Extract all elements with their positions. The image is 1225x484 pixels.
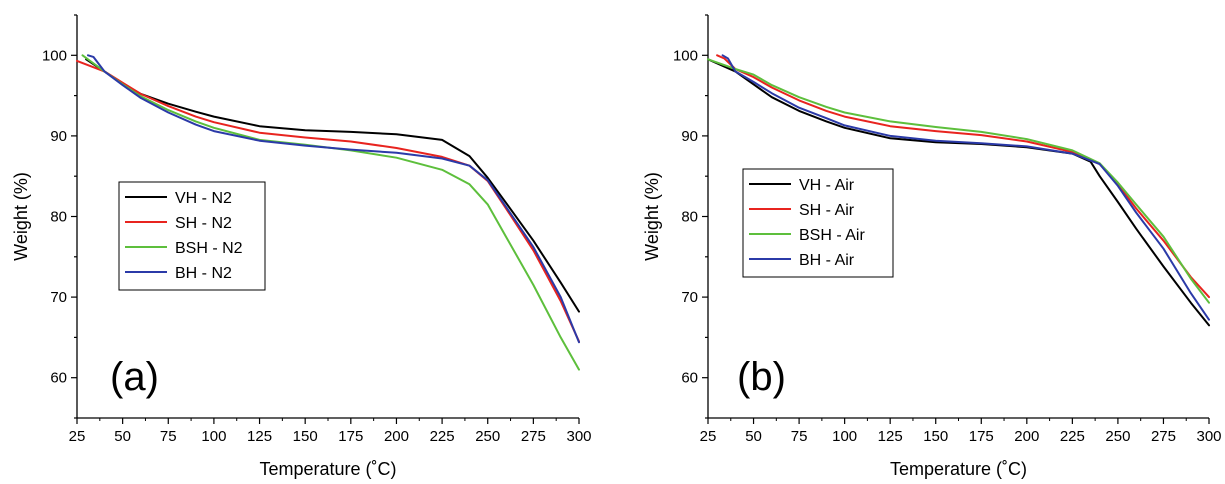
legend-label: BH - Air xyxy=(799,252,855,269)
panel-label: (a) xyxy=(110,355,159,399)
x-tick-label: 200 xyxy=(384,428,409,445)
x-tick-label: 250 xyxy=(1105,428,1130,445)
y-tick-label: 70 xyxy=(50,289,67,306)
legend-label: SH - Air xyxy=(799,202,855,219)
legend: VH - N2 SH - N2 BSH - N2 BH - N2 xyxy=(118,181,266,291)
panel-b: 25 50 75 100 125 150 175 200 225 250 275 300 60 70 80 9… xyxy=(642,14,1222,479)
y-axis-title: Weight (%) xyxy=(642,172,662,261)
x-tick-label: 50 xyxy=(114,428,131,445)
series-line-2 xyxy=(76,59,580,343)
y-tick-label: 60 xyxy=(681,370,698,387)
legend-label: VH - N2 xyxy=(175,190,232,207)
x-tick-label: 100 xyxy=(832,428,857,445)
legend-label: BH - N2 xyxy=(175,265,232,282)
panel-label: (b) xyxy=(737,355,786,399)
y-tick-label: 80 xyxy=(50,209,67,226)
x-tick-label: 125 xyxy=(247,428,272,445)
x-tick-label: 275 xyxy=(521,428,546,445)
x-tick-label: 300 xyxy=(1196,428,1221,445)
legend-label: VH - Air xyxy=(799,177,855,194)
x-tick-label: 175 xyxy=(969,428,994,445)
x-tick-label: 175 xyxy=(338,428,363,445)
x-tick-label: 150 xyxy=(923,428,948,445)
x-tick-label: 75 xyxy=(160,428,177,445)
x-axis-title: Temperature (˚C) xyxy=(259,459,396,479)
x-tick-label: 300 xyxy=(566,428,591,445)
y-tick-label: 90 xyxy=(50,128,67,145)
y-tick-label: 60 xyxy=(50,370,67,387)
series-line-4 xyxy=(87,54,580,344)
y-tick-label: 80 xyxy=(681,209,698,226)
x-tick-label: 275 xyxy=(1151,428,1176,445)
legend-label: SH - N2 xyxy=(175,215,232,232)
y-tick-label: 70 xyxy=(681,289,698,306)
y-tick-label: 100 xyxy=(42,47,67,64)
x-tick-label: 200 xyxy=(1014,428,1039,445)
x-tick-label: 225 xyxy=(430,428,455,445)
panel-a: 25 50 75 100 125 150 175 200 225 250 275 300 60 70 80 9… xyxy=(11,14,592,479)
x-tick-label: 75 xyxy=(791,428,808,445)
x-tick-label: 25 xyxy=(700,428,717,445)
legend-label: BSH - Air xyxy=(799,227,865,244)
x-tick-label: 125 xyxy=(878,428,903,445)
x-axis-title: Temperature (˚C) xyxy=(890,459,1027,479)
y-axis-title: Weight (%) xyxy=(11,172,31,261)
x-tick-label: 50 xyxy=(745,428,762,445)
series-line-2 xyxy=(716,54,1210,299)
series-line-4 xyxy=(721,54,1210,321)
x-tick-label: 25 xyxy=(69,428,86,445)
y-tick-label: 100 xyxy=(673,47,698,64)
x-tick-label: 225 xyxy=(1060,428,1085,445)
legend-label: BSH - N2 xyxy=(175,240,243,257)
series-line-3 xyxy=(707,58,1210,304)
x-tick-label: 250 xyxy=(475,428,500,445)
x-tick-label: 100 xyxy=(201,428,226,445)
legend: VH - Air SH - Air BSH - Air BH - Air xyxy=(742,168,894,278)
y-tick-label: 90 xyxy=(681,128,698,145)
x-tick-label: 150 xyxy=(293,428,318,445)
